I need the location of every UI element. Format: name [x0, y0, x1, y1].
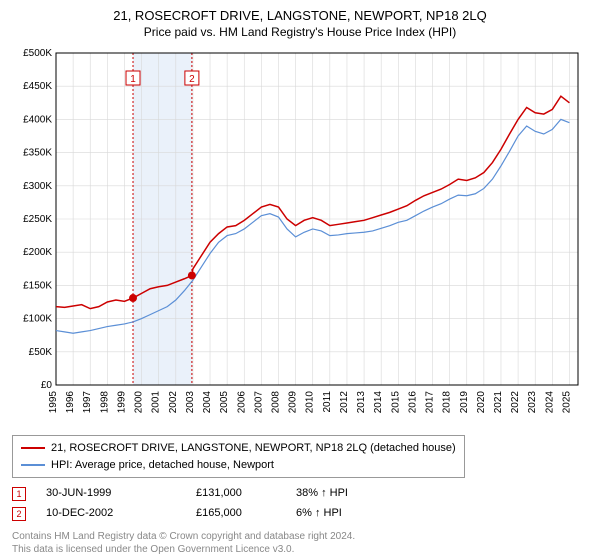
svg-text:2012: 2012 — [339, 391, 350, 414]
chart-plot-area: £0 £50K £100K £150K £200K £250K £300K £350K £400… — [12, 45, 588, 429]
svg-text:2: 2 — [189, 74, 195, 85]
svg-text:2011: 2011 — [322, 391, 333, 413]
svg-text:2001: 2001 — [151, 391, 162, 414]
svg-text:2014: 2014 — [373, 391, 384, 414]
svg-text:2024: 2024 — [544, 391, 555, 414]
footer-line-2: This data is licensed under the Open Gov… — [12, 543, 588, 556]
svg-text:2007: 2007 — [253, 391, 264, 414]
svg-text:2004: 2004 — [202, 391, 213, 414]
svg-text:2005: 2005 — [219, 391, 230, 414]
svg-text:2008: 2008 — [270, 391, 281, 414]
svg-text:2018: 2018 — [442, 391, 453, 414]
svg-text:1996: 1996 — [65, 391, 76, 414]
svg-text:2013: 2013 — [356, 391, 367, 414]
svg-text:2010: 2010 — [305, 391, 316, 414]
svg-text:£400K: £400K — [23, 114, 52, 125]
svg-text:2000: 2000 — [134, 391, 145, 414]
svg-text:2022: 2022 — [510, 391, 521, 414]
svg-text:1999: 1999 — [116, 391, 127, 414]
svg-text:£300K: £300K — [23, 181, 52, 192]
sale-date: 30-JUN-1999 — [46, 484, 176, 504]
sale-price: £165,000 — [196, 504, 276, 524]
sale-delta: 6% ↑ HPI — [296, 504, 342, 524]
legend-swatch — [21, 464, 45, 466]
svg-text:2019: 2019 — [459, 391, 470, 414]
svg-text:2023: 2023 — [527, 391, 538, 414]
svg-text:2006: 2006 — [236, 391, 247, 414]
svg-text:1997: 1997 — [82, 391, 93, 414]
sale-row: 2 10-DEC-2002 £165,000 6% ↑ HPI — [12, 504, 588, 524]
legend-label: HPI: Average price, detached house, Newp… — [51, 457, 274, 474]
legend-row: HPI: Average price, detached house, Newp… — [21, 457, 456, 474]
sale-delta: 38% ↑ HPI — [296, 484, 348, 504]
footer-line-1: Contains HM Land Registry data © Crown c… — [12, 530, 588, 543]
svg-text:2017: 2017 — [425, 391, 436, 414]
svg-text:2020: 2020 — [476, 391, 487, 414]
chart-subtitle: Price paid vs. HM Land Registry's House … — [12, 25, 588, 39]
svg-text:2016: 2016 — [407, 391, 418, 414]
sale-marker: 1 — [12, 487, 26, 501]
svg-text:2021: 2021 — [493, 391, 504, 414]
legend-row: 21, ROSECROFT DRIVE, LANGSTONE, NEWPORT,… — [21, 440, 456, 457]
svg-text:2025: 2025 — [561, 391, 572, 414]
line-chart-svg: £0 £50K £100K £150K £200K £250K £300K £350K £400… — [12, 45, 588, 429]
svg-text:£200K: £200K — [23, 247, 52, 258]
svg-text:£350K: £350K — [23, 148, 52, 159]
svg-text:2009: 2009 — [288, 391, 299, 414]
svg-text:£150K: £150K — [23, 280, 52, 291]
sale-price: £131,000 — [196, 484, 276, 504]
svg-text:£250K: £250K — [23, 214, 52, 225]
legend-label: 21, ROSECROFT DRIVE, LANGSTONE, NEWPORT,… — [51, 440, 456, 457]
svg-text:£450K: £450K — [23, 81, 52, 92]
svg-text:£50K: £50K — [29, 347, 53, 358]
legend-box: 21, ROSECROFT DRIVE, LANGSTONE, NEWPORT,… — [12, 435, 465, 478]
sale-marker: 2 — [12, 507, 26, 521]
svg-text:2003: 2003 — [185, 391, 196, 414]
svg-text:£100K: £100K — [23, 314, 52, 325]
chart-title: 21, ROSECROFT DRIVE, LANGSTONE, NEWPORT,… — [12, 8, 588, 23]
svg-text:2015: 2015 — [390, 391, 401, 414]
sales-table: 1 30-JUN-1999 £131,000 38% ↑ HPI 2 10-DEC-200… — [12, 484, 588, 524]
sale-date: 10-DEC-2002 — [46, 504, 176, 524]
sale-row: 1 30-JUN-1999 £131,000 38% ↑ HPI — [12, 484, 588, 504]
svg-text:£500K: £500K — [23, 48, 52, 59]
svg-text:1: 1 — [130, 74, 136, 85]
legend-swatch — [21, 447, 45, 449]
svg-text:2002: 2002 — [168, 391, 179, 414]
footer-attribution: Contains HM Land Registry data © Crown c… — [12, 530, 588, 556]
svg-text:1995: 1995 — [48, 391, 59, 414]
svg-text:1998: 1998 — [99, 391, 110, 414]
chart-container: 21, ROSECROFT DRIVE, LANGSTONE, NEWPORT,… — [0, 0, 600, 560]
svg-text:£0: £0 — [41, 380, 53, 391]
